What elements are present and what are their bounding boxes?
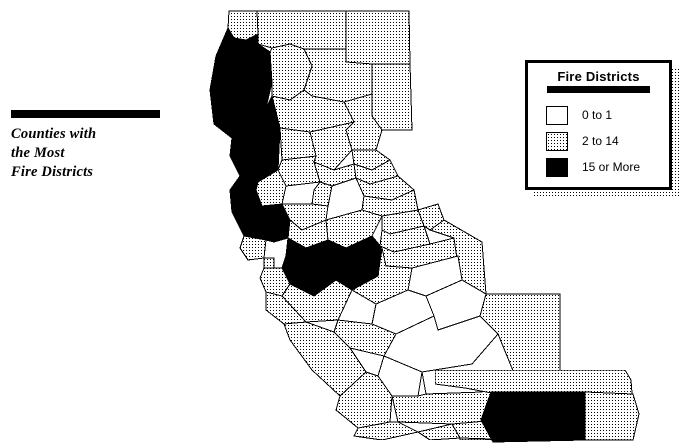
county-san-diego bbox=[480, 391, 586, 443]
page-title-line-2: the Most bbox=[11, 145, 65, 161]
county-lassen bbox=[371, 63, 413, 131]
map-title-block: Counties with the Most Fire Districts bbox=[11, 110, 201, 182]
county-san-luis-obispo bbox=[335, 371, 393, 429]
page-title: Counties with the Most Fire Districts bbox=[11, 125, 201, 182]
title-rule bbox=[11, 110, 160, 118]
county-humboldt bbox=[209, 26, 273, 139]
county-marin bbox=[239, 235, 267, 261]
legend-item-0-to-1: 0 to 1 bbox=[546, 102, 669, 128]
county-siskiyou bbox=[256, 10, 347, 50]
map-legend: Fire Districts 0 to 1 2 to 14 15 or More bbox=[525, 60, 672, 190]
legend-swatch-black bbox=[546, 157, 568, 177]
legend-label-0-to-1: 0 to 1 bbox=[582, 108, 613, 122]
page-title-line-3: Fire Districts bbox=[11, 164, 94, 180]
legend-title: Fire Districts bbox=[557, 69, 640, 84]
legend-item-15-or-more: 15 or More bbox=[546, 154, 669, 180]
page-title-line-1: Counties with bbox=[11, 126, 97, 142]
legend-swatch-white bbox=[546, 105, 568, 125]
southern-counties bbox=[435, 370, 640, 443]
legend-swatch-dotted bbox=[546, 131, 568, 151]
county-sutter bbox=[311, 181, 333, 207]
legend-label-15-or-more: 15 or More bbox=[582, 160, 641, 174]
county-san-francisco bbox=[263, 257, 275, 269]
legend-label-2-to-14: 2 to 14 bbox=[582, 134, 619, 148]
county-modoc bbox=[345, 10, 411, 65]
legend-title-rule bbox=[547, 86, 650, 93]
county-imperial bbox=[584, 391, 640, 441]
legend-item-2-to-14: 2 to 14 bbox=[546, 128, 669, 154]
county-mendocino bbox=[229, 94, 281, 183]
legend-items: 0 to 1 2 to 14 15 or More bbox=[528, 102, 669, 180]
